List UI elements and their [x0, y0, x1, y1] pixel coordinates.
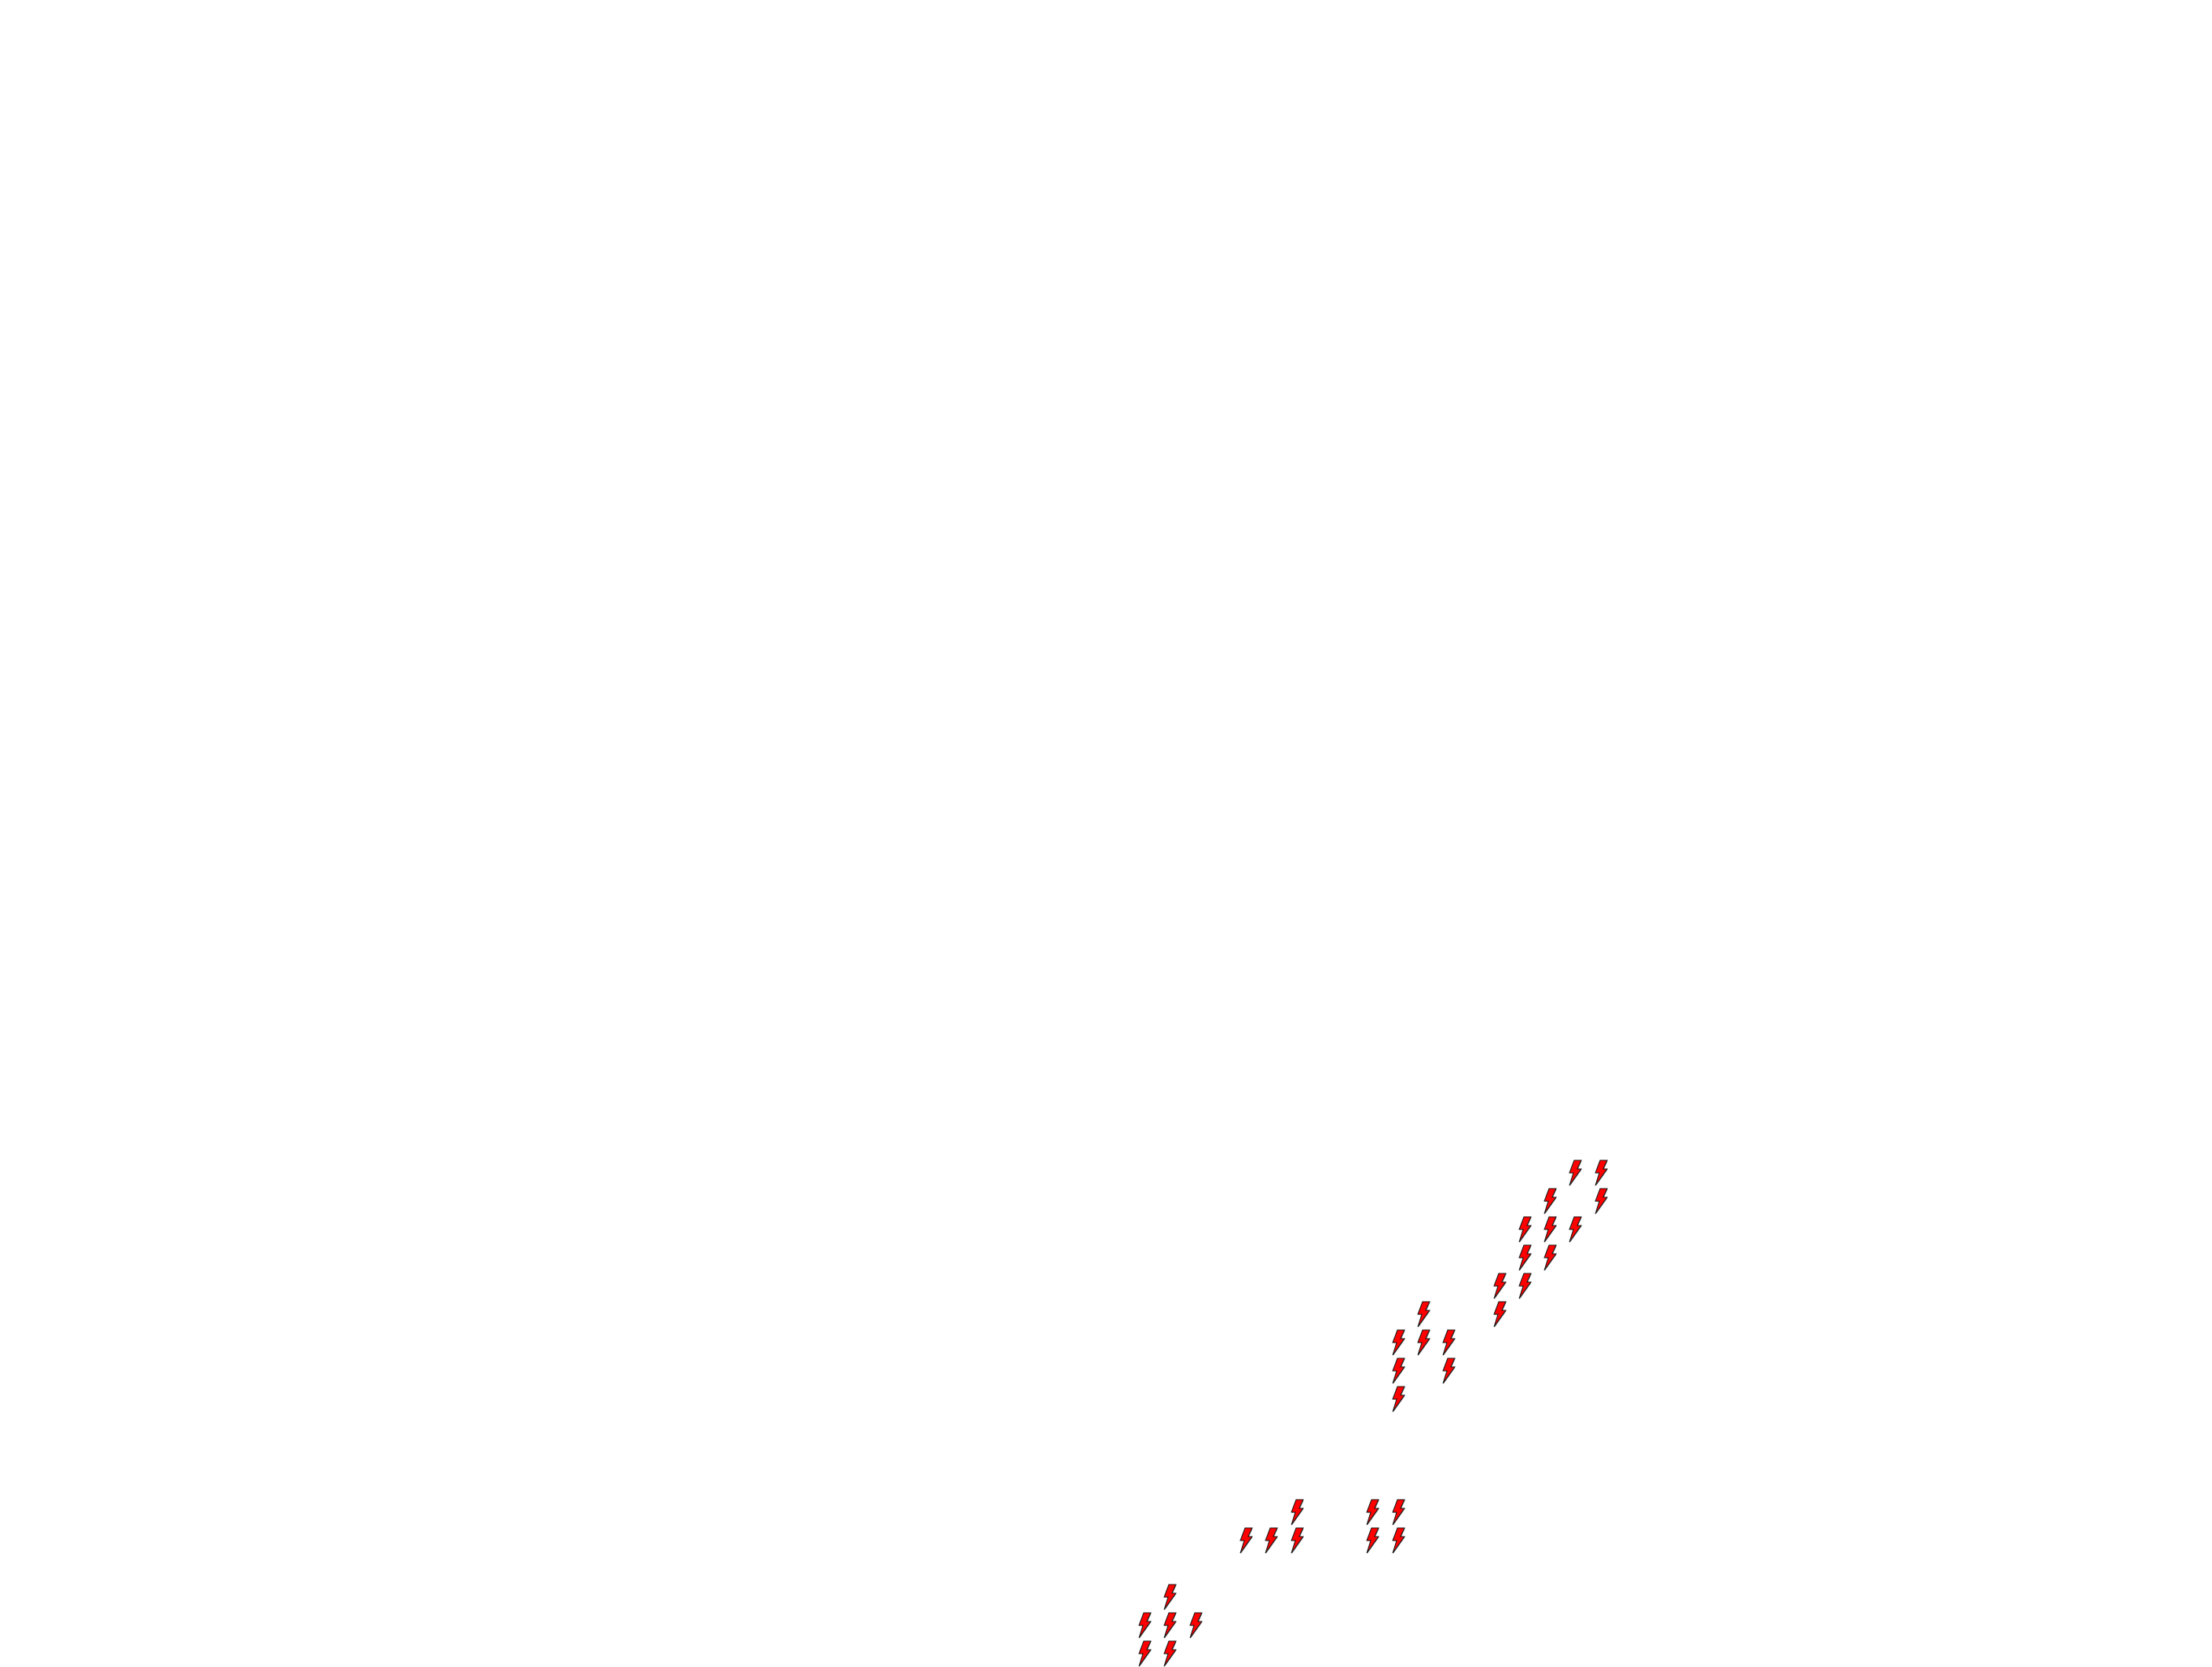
lightning-bolt-icon[interactable] [1391, 1357, 1405, 1384]
lightning-bolt-icon[interactable] [1568, 1216, 1583, 1243]
lightning-bolt-icon[interactable] [1239, 1527, 1253, 1554]
lightning-bolt-icon[interactable] [1594, 1160, 1608, 1186]
lightning-bolt-icon[interactable] [1492, 1301, 1507, 1328]
lightning-bolt-icon[interactable] [1416, 1301, 1430, 1328]
lightning-bolt-icon[interactable] [1365, 1499, 1380, 1526]
lightning-bolt-icon[interactable] [1391, 1386, 1405, 1412]
lightning-bolt-icon[interactable] [1492, 1273, 1507, 1299]
lightning-bolt-icon[interactable] [1441, 1329, 1456, 1356]
lightning-bolt-icon[interactable] [1163, 1612, 1177, 1639]
lightning-bolt-icon[interactable] [1391, 1329, 1405, 1356]
lightning-bolt-icon[interactable] [1163, 1584, 1177, 1610]
lightning-bolt-icon[interactable] [1264, 1527, 1279, 1554]
lightning-bolt-icon[interactable] [1518, 1216, 1532, 1243]
lightning-bolt-icon[interactable] [1137, 1612, 1152, 1639]
lightning-bolt-icon[interactable] [1518, 1273, 1532, 1299]
lightning-bolt-icon[interactable] [1391, 1499, 1405, 1526]
lightning-bolt-icon[interactable] [1568, 1160, 1583, 1186]
lightning-bolt-icon[interactable] [1365, 1527, 1380, 1554]
lightning-bolt-icon[interactable] [1594, 1188, 1608, 1215]
lightning-bolt-icon[interactable] [1290, 1499, 1304, 1526]
lightning-bolt-icon[interactable] [1518, 1244, 1532, 1271]
lightning-bolt-icon[interactable] [1441, 1357, 1456, 1384]
lightning-bolt-icon[interactable] [1290, 1527, 1304, 1554]
lightning-bolt-icon[interactable] [1416, 1329, 1430, 1356]
lightning-bolt-icon[interactable] [1137, 1640, 1152, 1667]
lightning-bolt-icon[interactable] [1543, 1244, 1557, 1271]
lightning-bolt-icon[interactable] [1543, 1216, 1557, 1243]
lightning-bolt-icon[interactable] [1543, 1188, 1557, 1215]
lightning-bolt-icon[interactable] [1188, 1612, 1203, 1639]
lightning-bolt-icon[interactable] [1163, 1640, 1177, 1667]
lightning-bolt-icon[interactable] [1391, 1527, 1405, 1554]
